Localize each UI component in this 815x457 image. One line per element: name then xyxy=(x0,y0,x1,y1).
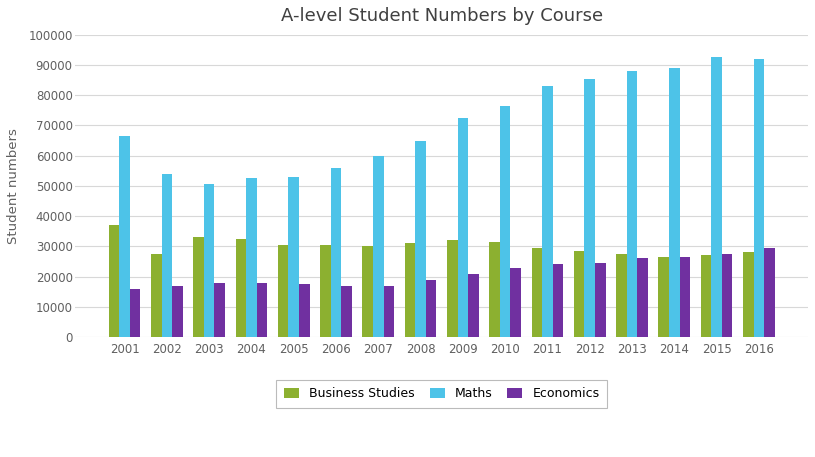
Legend: Business Studies, Maths, Economics: Business Studies, Maths, Economics xyxy=(276,379,607,408)
Bar xyxy=(595,263,606,337)
Bar xyxy=(722,254,733,337)
Y-axis label: Student numbers: Student numbers xyxy=(7,128,20,244)
Bar xyxy=(289,177,299,337)
Bar xyxy=(278,245,289,337)
Bar xyxy=(214,282,225,337)
Bar xyxy=(426,280,437,337)
Bar xyxy=(108,225,119,337)
Bar xyxy=(405,243,416,337)
Bar xyxy=(193,237,204,337)
Bar xyxy=(468,274,478,337)
Bar xyxy=(489,242,500,337)
Bar xyxy=(680,257,690,337)
Bar xyxy=(373,156,384,337)
Bar xyxy=(659,257,669,337)
Bar xyxy=(246,178,257,337)
Bar xyxy=(119,136,130,337)
Bar xyxy=(510,267,521,337)
Bar xyxy=(584,79,595,337)
Bar xyxy=(257,282,267,337)
Bar xyxy=(236,239,246,337)
Bar xyxy=(384,286,394,337)
Bar xyxy=(669,68,680,337)
Bar xyxy=(447,240,457,337)
Bar xyxy=(553,265,563,337)
Bar xyxy=(500,106,510,337)
Bar xyxy=(172,286,183,337)
Bar xyxy=(363,246,373,337)
Bar xyxy=(457,118,468,337)
Bar xyxy=(764,248,775,337)
Bar xyxy=(754,59,764,337)
Bar xyxy=(616,254,627,337)
Bar xyxy=(416,141,426,337)
Bar xyxy=(161,174,172,337)
Bar xyxy=(204,185,214,337)
Bar xyxy=(320,245,331,337)
Bar xyxy=(743,252,754,337)
Bar xyxy=(701,255,711,337)
Bar xyxy=(542,86,553,337)
Bar xyxy=(627,71,637,337)
Bar xyxy=(331,168,341,337)
Title: A-level Student Numbers by Course: A-level Student Numbers by Course xyxy=(280,7,603,25)
Bar xyxy=(711,58,722,337)
Bar xyxy=(151,254,161,337)
Bar xyxy=(531,248,542,337)
Bar xyxy=(130,289,140,337)
Bar xyxy=(341,286,352,337)
Bar xyxy=(637,259,648,337)
Bar xyxy=(299,284,310,337)
Bar xyxy=(574,251,584,337)
